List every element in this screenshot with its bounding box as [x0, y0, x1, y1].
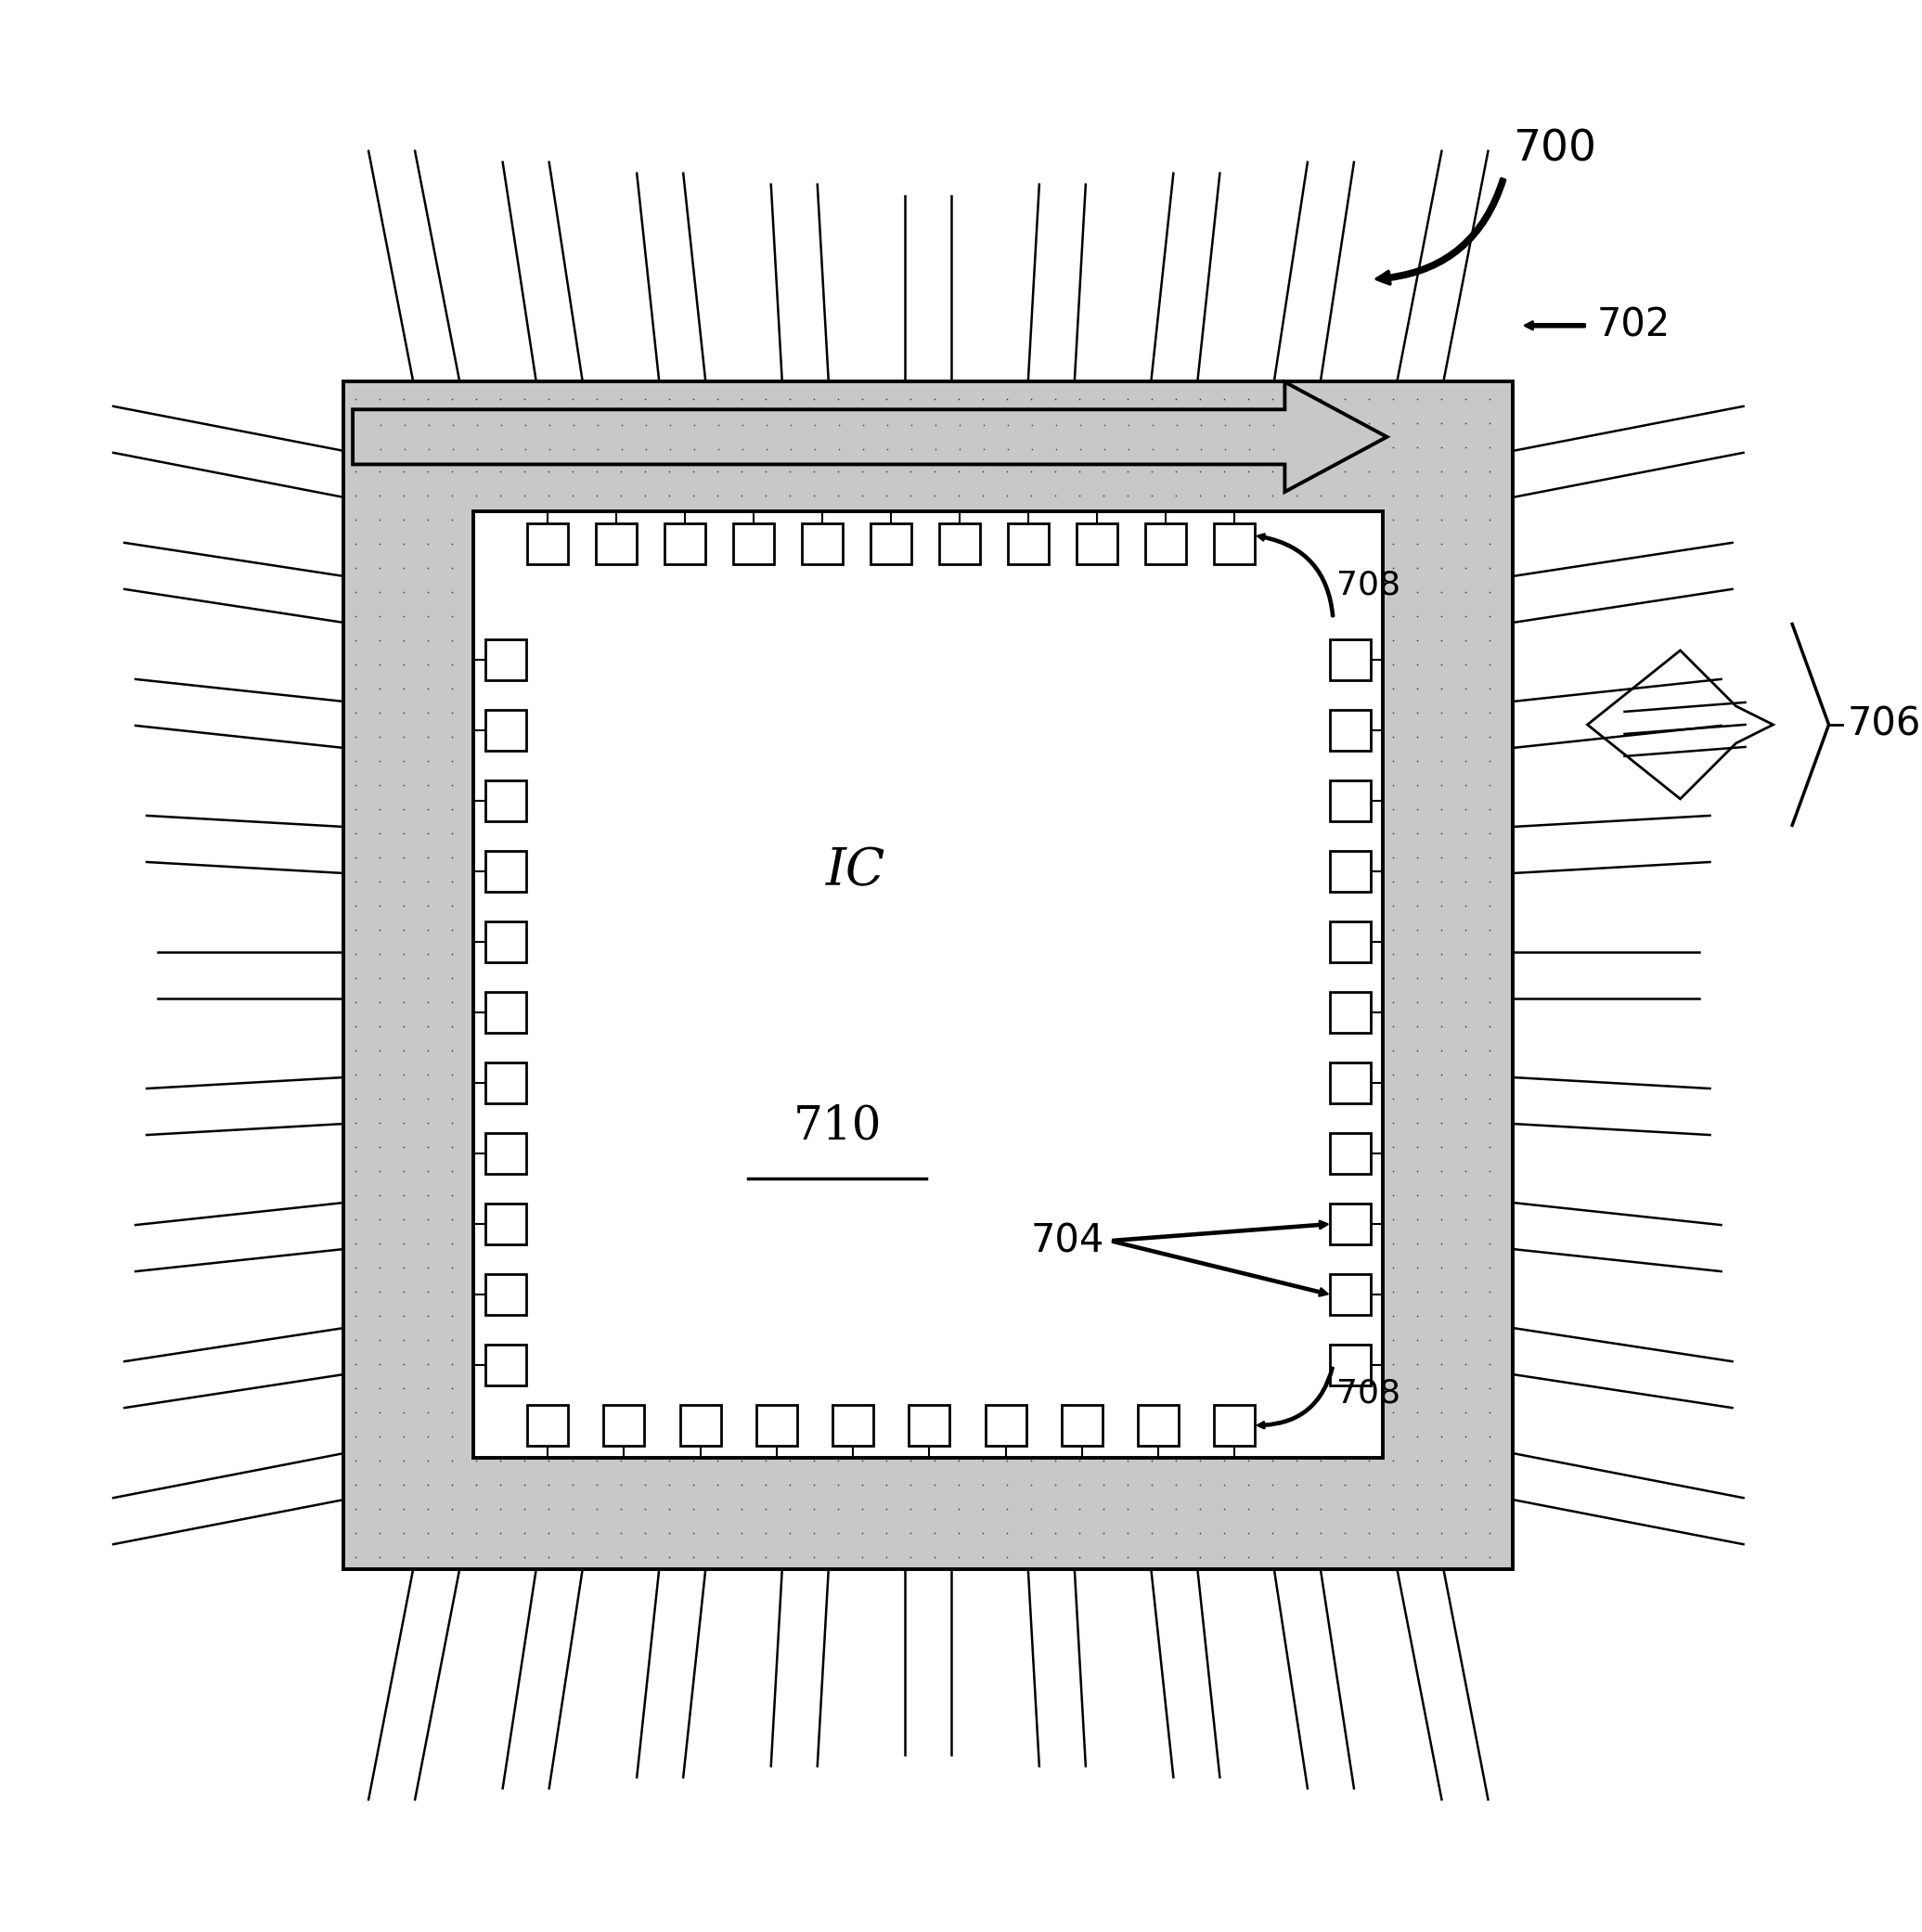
Bar [486, 709, 527, 752]
Bar [344, 381, 1513, 1569]
Bar [940, 524, 980, 564]
Bar [486, 1345, 527, 1385]
Text: 700: 700 [1513, 128, 1597, 170]
Bar [1330, 781, 1370, 821]
Bar [596, 524, 636, 564]
Bar [486, 991, 527, 1034]
Bar [486, 639, 527, 680]
Bar [871, 524, 911, 564]
Text: 708: 708 [1338, 1378, 1401, 1408]
FancyArrowPatch shape [1257, 1368, 1334, 1428]
Bar [734, 524, 775, 564]
Text: IC: IC [826, 846, 886, 896]
Bar [1138, 1405, 1178, 1445]
Bar [1330, 922, 1370, 962]
Bar [801, 524, 844, 564]
Bar [1061, 1405, 1103, 1445]
Bar [755, 1405, 798, 1445]
Bar [486, 1204, 527, 1244]
FancyArrowPatch shape [1113, 1240, 1328, 1296]
Bar [1330, 1063, 1370, 1103]
Bar [665, 524, 705, 564]
Bar [1330, 1132, 1370, 1175]
FancyArrowPatch shape [1257, 533, 1334, 616]
Bar [1330, 850, 1370, 893]
Bar [1330, 1275, 1370, 1316]
Bar [527, 1405, 569, 1445]
Text: 708: 708 [1338, 570, 1401, 601]
Polygon shape [354, 383, 1388, 493]
Bar [680, 1405, 721, 1445]
Bar [1215, 1405, 1255, 1445]
FancyArrowPatch shape [1376, 180, 1505, 284]
Bar [1330, 639, 1370, 680]
Bar [1330, 991, 1370, 1034]
FancyArrowPatch shape [1113, 1221, 1328, 1242]
Bar [1330, 709, 1370, 752]
Bar [986, 1405, 1026, 1445]
Bar [473, 512, 1384, 1459]
Bar [909, 1405, 949, 1445]
Bar [1009, 524, 1049, 564]
Text: 710: 710 [794, 1103, 882, 1150]
Text: 706: 706 [1847, 705, 1920, 744]
Bar [1330, 1345, 1370, 1385]
Bar [486, 1063, 527, 1103]
Bar [486, 1132, 527, 1175]
Bar [486, 850, 527, 893]
Bar [1146, 524, 1186, 564]
Bar [486, 781, 527, 821]
Bar [604, 1405, 644, 1445]
Bar [1330, 1204, 1370, 1244]
Bar [1076, 524, 1119, 564]
Text: 704: 704 [1030, 1221, 1105, 1260]
FancyArrowPatch shape [1524, 321, 1586, 328]
Bar [527, 524, 569, 564]
Bar [1215, 524, 1255, 564]
Text: 702: 702 [1597, 305, 1670, 346]
Bar [486, 922, 527, 962]
Bar [832, 1405, 873, 1445]
Bar [486, 1275, 527, 1316]
